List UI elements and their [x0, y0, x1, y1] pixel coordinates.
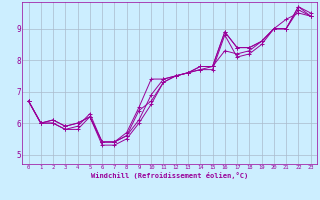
- X-axis label: Windchill (Refroidissement éolien,°C): Windchill (Refroidissement éolien,°C): [91, 172, 248, 179]
